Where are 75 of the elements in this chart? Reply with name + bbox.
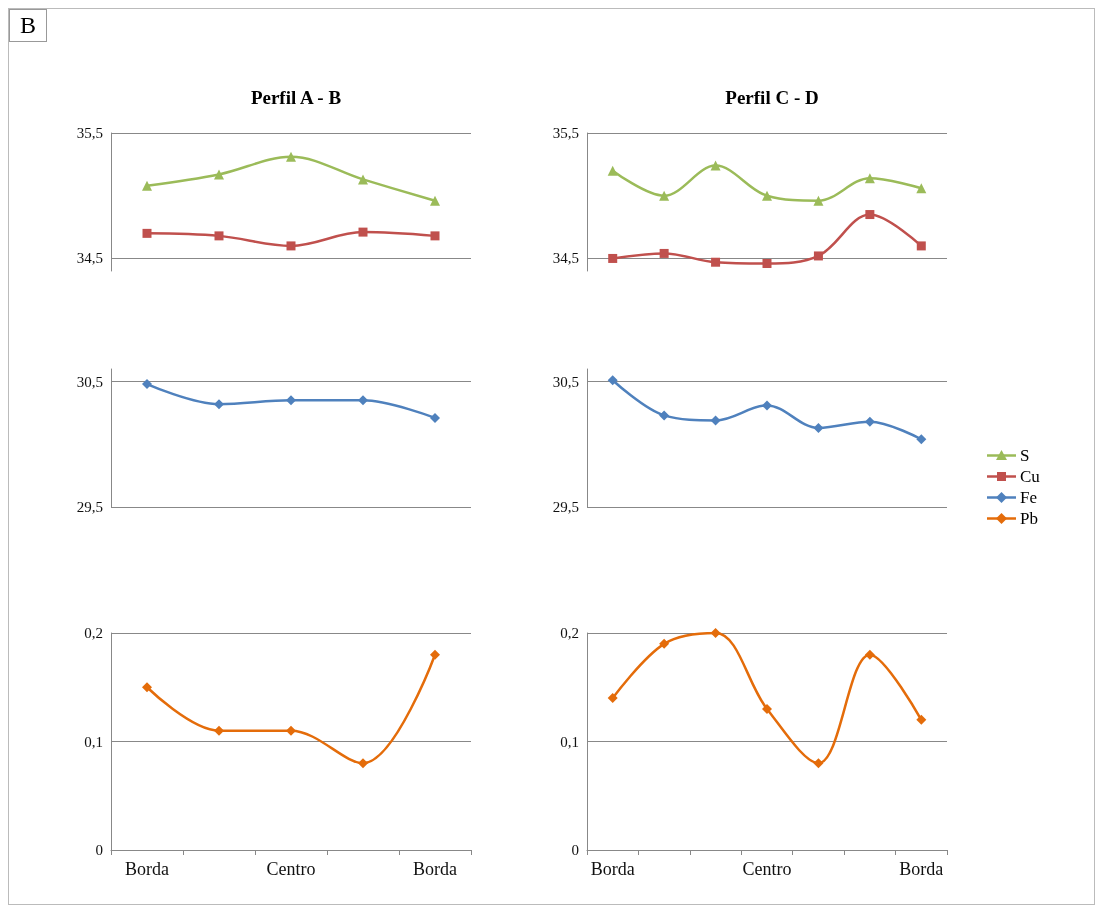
point: [607, 165, 618, 176]
legend-label: Fe: [1020, 487, 1037, 508]
point: [142, 180, 152, 191]
x-tick-label: Borda: [899, 859, 944, 879]
point: [762, 703, 772, 714]
point: [358, 758, 368, 769]
legend-label: S: [1020, 445, 1030, 466]
point: [214, 231, 224, 241]
point: [286, 241, 296, 251]
point: [916, 434, 927, 445]
point: [286, 395, 296, 406]
point: [710, 415, 721, 426]
point: [358, 395, 368, 406]
point: [659, 638, 670, 649]
point: [710, 628, 721, 638]
point: [214, 399, 224, 410]
point: [358, 227, 368, 237]
x-tick-label: Borda: [590, 859, 635, 879]
y-tick-label: 35,5: [76, 125, 103, 141]
point: [214, 169, 224, 180]
chart-title: Perfil A - B: [250, 87, 342, 108]
y-tick-label: 0,1: [84, 733, 103, 750]
point: [813, 422, 824, 433]
point: [916, 183, 927, 194]
point: [430, 412, 440, 423]
point: [762, 190, 772, 201]
point: [286, 725, 296, 736]
legend-label: Cu: [1020, 466, 1040, 487]
point: [864, 649, 875, 660]
text: B: [9, 9, 48, 42]
y-tick-label: 0,2: [560, 625, 579, 641]
y-tick-label: 30,5: [76, 373, 103, 390]
x-tick-label: Borda: [413, 859, 457, 879]
point: [607, 693, 618, 704]
chart-title: Perfil C - D: [725, 87, 819, 108]
y-tick-label: 34,5: [552, 250, 579, 267]
y-tick-label: 29,5: [552, 499, 579, 515]
point: [659, 190, 670, 201]
y-tick-label: 0,1: [560, 733, 579, 750]
point: [813, 758, 824, 769]
x-tick-label: Centro: [742, 859, 792, 879]
point: [864, 416, 875, 427]
y-tick-label: 0: [571, 842, 579, 858]
point: [813, 251, 823, 261]
x-tick-label: Centro: [266, 859, 316, 879]
point: [710, 160, 721, 171]
point: [659, 410, 670, 421]
point: [430, 195, 440, 206]
y-tick-label: 0: [95, 842, 103, 858]
x-tick-label: Borda: [125, 859, 169, 879]
point: [607, 375, 618, 386]
point: [865, 210, 875, 220]
point: [916, 241, 926, 251]
y-tick-label: 0,2: [84, 625, 103, 641]
y-tick-label: 29,5: [76, 499, 103, 515]
point: [142, 228, 152, 238]
point: [813, 195, 824, 206]
y-tick-label: 34,5: [76, 250, 103, 267]
point: [762, 400, 772, 411]
point: [142, 682, 152, 693]
point: [916, 714, 927, 725]
point: [711, 257, 721, 267]
point: [286, 151, 296, 162]
point: [214, 725, 224, 736]
y-tick-label: 35,5: [552, 125, 579, 141]
point: [430, 231, 440, 241]
point: [430, 649, 440, 660]
point: [358, 174, 368, 185]
point: [864, 173, 875, 184]
legend-label: Pb: [1020, 508, 1038, 529]
y-tick-label: 30,5: [552, 373, 579, 390]
point: [659, 248, 669, 258]
point: [142, 379, 152, 390]
point: [608, 253, 618, 263]
point: [762, 258, 772, 268]
